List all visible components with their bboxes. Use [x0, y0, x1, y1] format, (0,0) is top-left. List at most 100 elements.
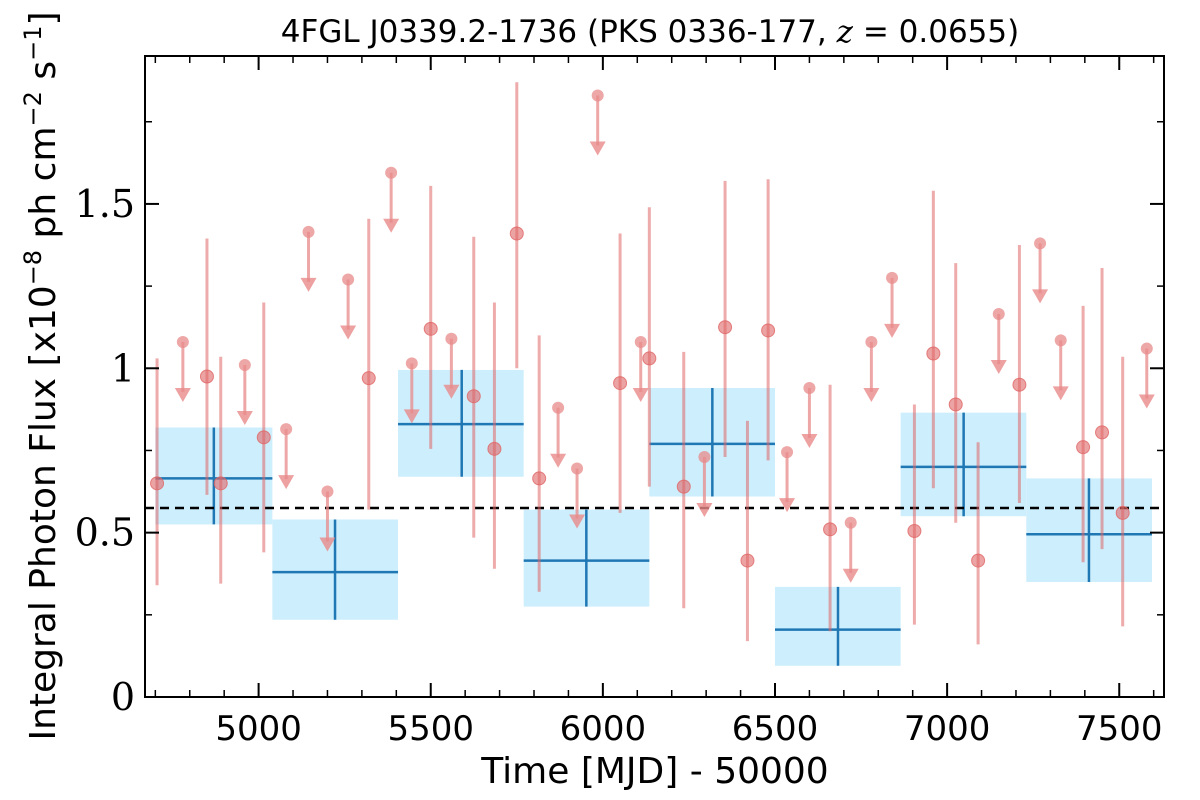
binned-flux-5 — [649, 388, 775, 497]
flux-point-17 — [823, 384, 838, 632]
flux-marker — [926, 346, 941, 361]
upper-limit-arrow — [403, 409, 420, 424]
upper-limit-marker — [302, 225, 315, 238]
y-tick-label: 1 — [111, 346, 135, 390]
flux-marker — [1012, 377, 1027, 392]
upper-limit-arrow — [990, 360, 1007, 375]
flux-marker — [761, 323, 776, 338]
flux-point-15 — [740, 420, 755, 642]
upper-limit-10 — [550, 401, 567, 468]
flux-point-7 — [466, 236, 481, 538]
upper-limit-arrow — [779, 498, 796, 513]
flux-marker — [532, 471, 547, 486]
upper-limit-19 — [884, 271, 901, 338]
flux-point-6 — [423, 185, 438, 449]
flux-marker — [740, 553, 755, 568]
flux-marker — [509, 226, 524, 241]
upper-limit-marker — [405, 357, 418, 370]
upper-limit-arrow — [569, 514, 586, 529]
flux-marker — [361, 371, 376, 386]
flux-point-9 — [509, 82, 524, 369]
upper-limit-arrow — [1138, 394, 1155, 409]
flux-point-11 — [613, 233, 628, 513]
binned-flux-4 — [523, 509, 650, 607]
flux-marker — [613, 376, 628, 391]
flux-marker — [948, 397, 963, 412]
upper-limit-2 — [236, 358, 253, 425]
upper-limit-marker — [1034, 237, 1047, 250]
flux-marker — [1095, 425, 1110, 440]
flux-point-13 — [676, 351, 691, 609]
upper-limit-14 — [696, 451, 713, 518]
flux-point-21 — [971, 442, 986, 645]
flux-marker — [150, 476, 165, 491]
upper-limit-arrow — [550, 453, 567, 468]
flux-marker — [466, 389, 481, 404]
upper-limit-arrow — [236, 410, 253, 425]
upper-limit-arrow — [319, 537, 336, 552]
upper-limit-3 — [278, 423, 295, 490]
flux-marker — [718, 320, 733, 335]
flux-marker — [1115, 505, 1130, 520]
upper-limit-4 — [300, 225, 317, 292]
x-tick-label: 5500 — [387, 709, 474, 749]
upper-limit-marker — [992, 308, 1005, 321]
binned-flux-layer — [155, 369, 1152, 666]
flux-point-23 — [1076, 305, 1091, 563]
flux-marker — [642, 351, 657, 366]
flux-point-8 — [487, 302, 502, 569]
upper-limit-marker — [698, 451, 711, 464]
upper-limit-6 — [340, 273, 357, 340]
flux-marker — [487, 441, 502, 456]
upper-limit-marker — [803, 382, 816, 395]
upper-limit-12 — [589, 89, 606, 156]
flux-point-20 — [948, 263, 963, 523]
upper-limit-arrow — [842, 568, 859, 583]
upper-limit-16 — [801, 382, 818, 449]
upper-limit-23 — [1138, 342, 1155, 409]
binned-flux-3 — [398, 369, 524, 477]
flux-point-16 — [761, 179, 776, 461]
flux-point-24 — [1095, 268, 1110, 550]
flux-marker — [823, 522, 838, 537]
upper-limit-marker — [238, 358, 251, 371]
x-axis-label: Time [MJD] - 50000 — [480, 751, 828, 792]
y-tick-label: 0.5 — [75, 511, 135, 555]
upper-limit-marker — [552, 401, 565, 414]
upper-limit-arrow — [300, 277, 317, 292]
binned-flux-6 — [774, 586, 901, 666]
x-tick-label: 7000 — [904, 709, 991, 749]
y-tick-label: 0 — [111, 675, 135, 719]
x-tick-label: 6000 — [560, 709, 647, 749]
flux-marker — [213, 476, 228, 491]
upper-limit-arrow — [278, 475, 295, 490]
upper-limit-arrow — [443, 384, 460, 399]
flux-point-5 — [361, 218, 376, 510]
flux-point-10 — [532, 335, 547, 592]
flux-points-layer — [150, 82, 1130, 645]
upper-limit-17 — [842, 516, 859, 583]
upper-limit-arrow — [696, 503, 713, 518]
upper-limit-arrow — [863, 387, 880, 402]
upper-limit-arrow — [383, 218, 400, 233]
upper-limit-marker — [321, 485, 334, 498]
upper-limits-layer — [174, 89, 1155, 583]
upper-limit-marker — [865, 335, 878, 348]
x-tick-label: 6500 — [732, 709, 819, 749]
flux-point-22 — [1012, 245, 1027, 504]
flux-marker — [907, 523, 922, 538]
upper-limit-8 — [403, 357, 420, 424]
upper-limit-marker — [445, 332, 458, 345]
upper-limit-21 — [1032, 237, 1049, 304]
x-tick-label: 7500 — [1076, 709, 1163, 749]
flux-point-4 — [256, 302, 271, 553]
upper-limit-20 — [990, 308, 1007, 375]
upper-limit-11 — [569, 462, 586, 529]
upper-limit-marker — [176, 335, 189, 348]
upper-limit-marker — [844, 516, 857, 529]
upper-limit-arrow — [1052, 386, 1069, 401]
upper-limit-marker — [634, 335, 647, 348]
flux-point-3 — [213, 356, 228, 584]
upper-limit-marker — [591, 89, 604, 102]
